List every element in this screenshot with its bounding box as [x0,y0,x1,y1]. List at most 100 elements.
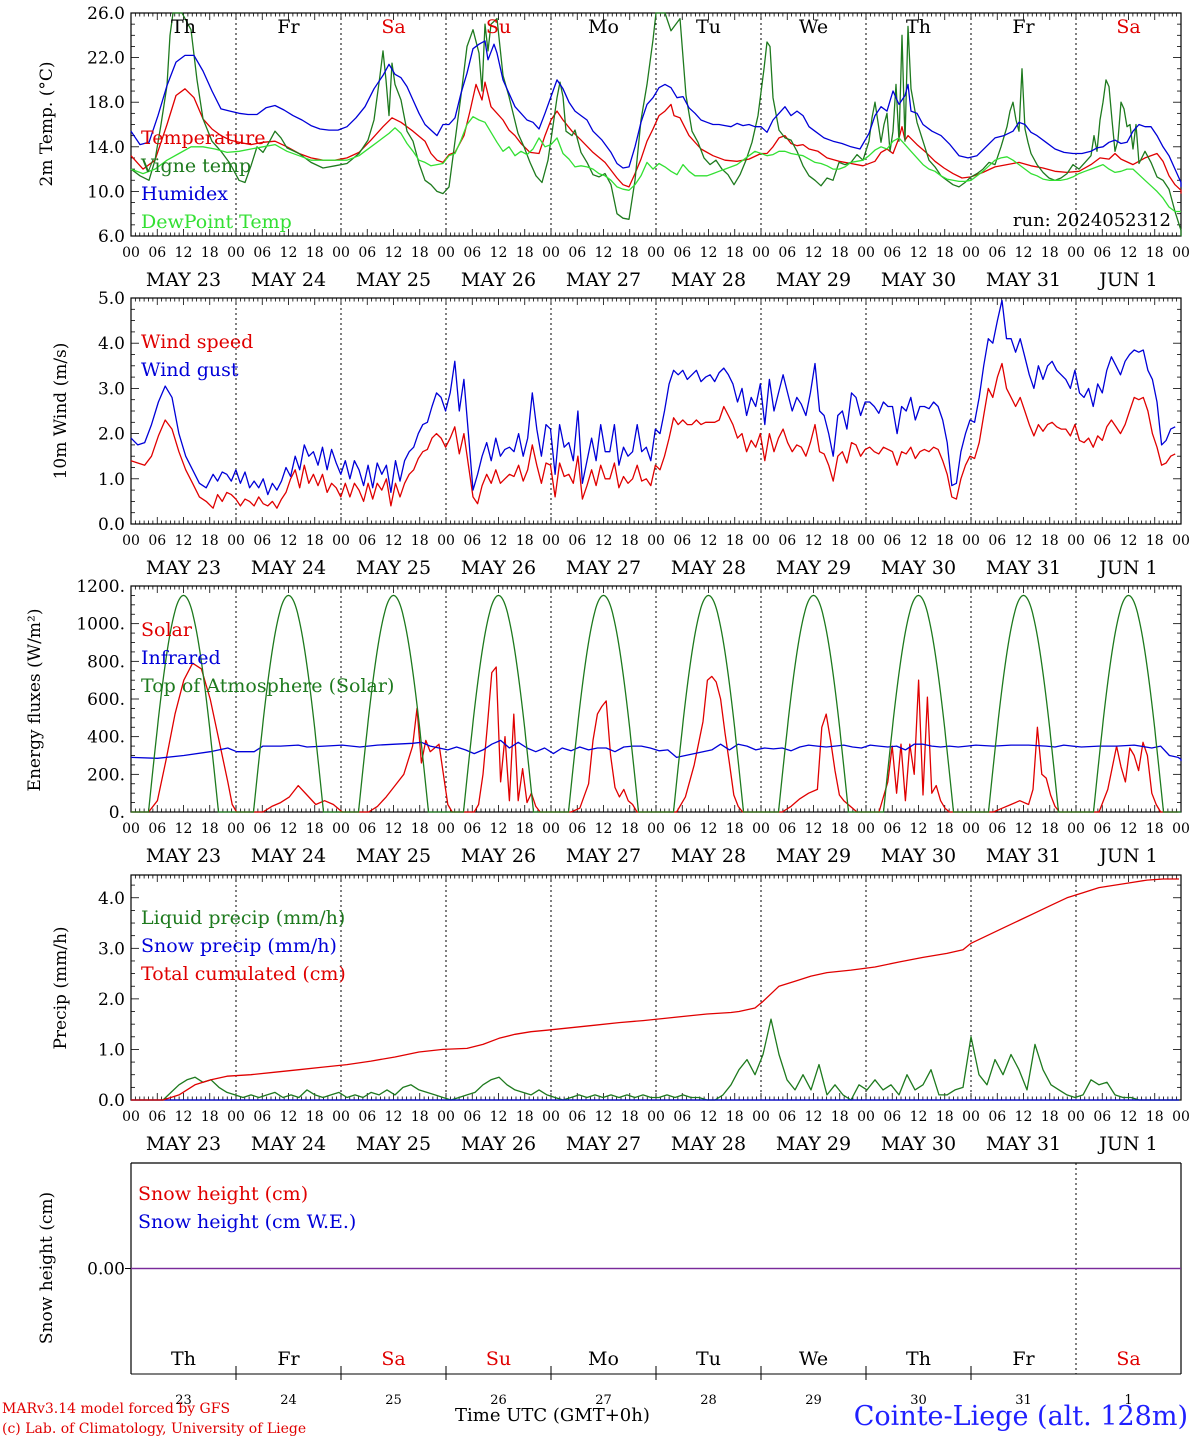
date-label: MAY 26 [461,1133,536,1155]
hour-label: 18 [516,245,534,261]
hour-label: 18 [1041,1109,1059,1125]
hour-label: 00 [962,533,980,549]
hour-label: 06 [988,1109,1006,1125]
hour-label: 18 [1041,245,1059,261]
y-tick-label: 26.0 [87,4,125,24]
hour-label: 12 [1015,821,1033,837]
weekday-label: Su [486,1348,511,1370]
hour-label: 12 [280,533,298,549]
plot-frame [130,585,1182,813]
hour-label: 18 [201,1109,219,1125]
model-credit-line2: (c) Lab. of Climatology, University of L… [2,1421,307,1437]
y-axis-title: Snow height (cm) [37,1192,57,1344]
date-label: JUN 1 [1097,845,1157,867]
date-label: MAY 24 [251,269,326,291]
hour-label: 18 [936,533,954,549]
series-line-vigne-temp [130,12,1182,236]
hour-label: 00 [1067,821,1085,837]
hour-label: 06 [988,245,1006,261]
date-label: MAY 26 [461,269,536,291]
hour-label: 06 [568,1109,586,1125]
hour-label: 12 [595,245,613,261]
series-line-liquid-precip-mm-h- [131,1018,1179,1101]
date-label: MAY 23 [146,1133,221,1155]
hour-label: 00 [332,821,350,837]
hour-label: 00 [332,533,350,549]
series-line-top-of-atmosphere-solar- [131,594,1181,813]
hour-label: 00 [227,533,245,549]
day-number: 23 [175,1393,192,1408]
hour-label: 00 [1067,245,1085,261]
hour-label: 00 [1172,821,1190,837]
date-label: JUN 1 [1097,269,1157,291]
y-axis-title: Precip (mm/h) [51,926,71,1049]
hour-label: 12 [1015,245,1033,261]
hour-label: 06 [148,245,166,261]
y-tick-label: 2.0 [98,425,125,445]
date-label: MAY 25 [356,1133,431,1155]
hour-label: 00 [647,245,665,261]
hour-label: 00 [122,533,140,549]
date-label: MAY 28 [671,269,746,291]
hour-label: 00 [962,245,980,261]
hour-label: 12 [700,821,718,837]
hour-label: 06 [463,821,481,837]
date-label: MAY 24 [251,845,326,867]
weekday-label: Fr [277,1348,300,1370]
y-tick-label: 3.0 [98,379,125,399]
hour-label: 18 [726,1109,744,1125]
y-tick-label: 1200. [76,577,125,597]
model-credit: MARv3.14 model forced by GFS (c) Lab. of… [2,1399,306,1439]
hour-label: 00 [122,245,140,261]
weekday-label: Sa [381,16,405,38]
date-label: MAY 24 [251,1133,326,1155]
hour-label: 06 [358,245,376,261]
hour-label: 12 [805,533,823,549]
legend-entry: Wind speed [141,331,253,353]
y-axis-title: 2m Temp. (°C) [37,61,57,186]
hour-label: 06 [988,821,1006,837]
hour-label: 18 [621,245,639,261]
hour-label: 06 [673,1109,691,1125]
hour-label: 12 [595,1109,613,1125]
date-label: JUN 1 [1097,557,1157,579]
hour-label: 18 [1146,1109,1164,1125]
hour-label: 06 [358,821,376,837]
date-label: MAY 30 [881,1133,956,1155]
legend-entry: Solar [141,619,193,641]
hour-label: 00 [752,245,770,261]
hour-label: 06 [463,245,481,261]
series-line-wind-gust [130,299,1176,496]
hour-label: 18 [1041,821,1059,837]
legend-entry: Humidex [141,183,228,205]
date-label: MAY 28 [671,845,746,867]
y-tick-label: 600. [87,690,125,710]
hour-label: 18 [831,1109,849,1125]
y-axis-title: 10m Wind (m/s) [51,343,71,480]
date-label: MAY 31 [986,557,1061,579]
hour-label: 06 [253,245,271,261]
hour-label: 06 [568,245,586,261]
legend-entry: Snow height (cm) [138,1183,308,1205]
date-label: MAY 27 [566,1133,641,1155]
date-label: MAY 25 [356,557,431,579]
station-name: Cointe-Liege (alt. 128m) [853,1401,1188,1432]
hour-label: 12 [175,1109,193,1125]
date-label: MAY 25 [356,269,431,291]
hour-label: 00 [752,821,770,837]
hour-label: 06 [463,533,481,549]
y-tick-label: 4.0 [98,889,125,909]
hour-label: 18 [621,533,639,549]
date-label: JUN 1 [1097,1133,1157,1155]
legend-entry: Snow height (cm W.E.) [138,1211,356,1233]
hour-label: 18 [411,533,429,549]
weekday-label: Sa [381,1348,405,1370]
hour-label: 18 [306,533,324,549]
hour-label: 00 [542,821,560,837]
y-tick-label: 0.0 [98,1091,125,1111]
hour-label: 12 [910,1109,928,1125]
legend-entry: Vigne temp [140,155,251,177]
hour-label: 00 [1172,245,1190,261]
day-number: 27 [595,1393,612,1408]
hour-label: 06 [988,533,1006,549]
